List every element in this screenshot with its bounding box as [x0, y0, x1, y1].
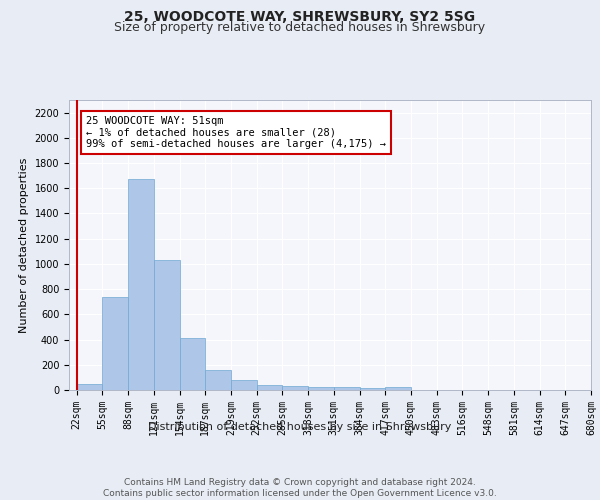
Bar	[334, 388, 359, 390]
Bar	[128, 180, 154, 390]
Text: Size of property relative to detached houses in Shrewsbury: Size of property relative to detached ho…	[115, 22, 485, 35]
Bar	[154, 260, 179, 390]
Bar	[205, 370, 231, 390]
Bar	[103, 296, 128, 390]
Text: Distribution of detached houses by size in Shrewsbury: Distribution of detached houses by size …	[148, 422, 452, 432]
Bar	[283, 386, 308, 390]
Text: Contains HM Land Registry data © Crown copyright and database right 2024.
Contai: Contains HM Land Registry data © Crown c…	[103, 478, 497, 498]
Bar	[359, 388, 385, 390]
Text: 25, WOODCOTE WAY, SHREWSBURY, SY2 5SG: 25, WOODCOTE WAY, SHREWSBURY, SY2 5SG	[124, 10, 476, 24]
Bar	[231, 380, 257, 390]
Bar	[257, 384, 283, 390]
Bar	[179, 338, 205, 390]
Bar	[308, 387, 334, 390]
Text: 25 WOODCOTE WAY: 51sqm
← 1% of detached houses are smaller (28)
99% of semi-deta: 25 WOODCOTE WAY: 51sqm ← 1% of detached …	[86, 116, 386, 149]
Bar	[385, 388, 411, 390]
Bar	[77, 384, 103, 390]
Y-axis label: Number of detached properties: Number of detached properties	[19, 158, 29, 332]
